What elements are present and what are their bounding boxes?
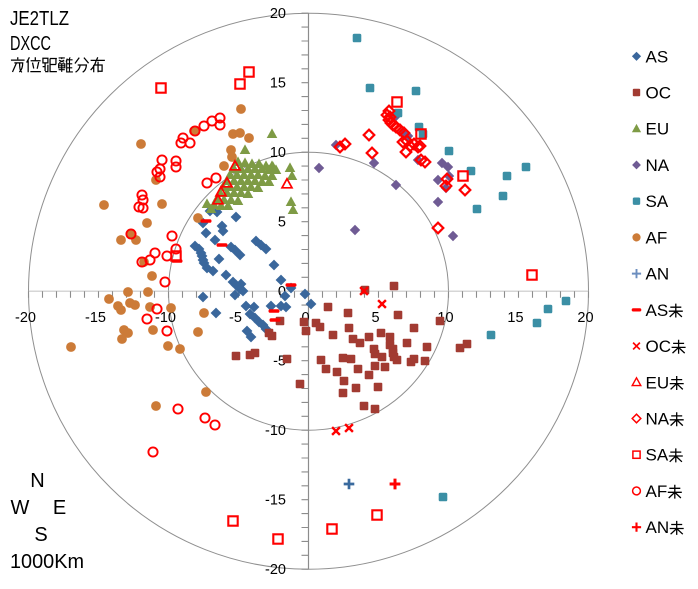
svg-text:SA: SA: [646, 446, 669, 465]
svg-text:15: 15: [507, 310, 523, 326]
svg-text:AN: AN: [646, 518, 670, 537]
svg-text:5: 5: [278, 215, 286, 231]
svg-text:AS: AS: [646, 47, 669, 66]
svg-text:OC: OC: [646, 84, 672, 103]
svg-text:OC: OC: [646, 337, 672, 356]
svg-text:S: S: [34, 524, 47, 546]
svg-text:-20: -20: [15, 310, 36, 326]
svg-text:-5: -5: [229, 310, 242, 326]
svg-text:-15: -15: [85, 310, 106, 326]
svg-text:N: N: [30, 470, 44, 492]
svg-text:AN: AN: [646, 265, 670, 284]
svg-text:AF: AF: [646, 228, 668, 247]
svg-text:E: E: [53, 497, 66, 519]
svg-text:20: 20: [577, 310, 593, 326]
svg-text:JE2TLZ: JE2TLZ: [10, 8, 69, 30]
svg-text:5: 5: [371, 310, 379, 326]
svg-text:20: 20: [270, 6, 286, 22]
svg-text:1000Km: 1000Km: [10, 551, 84, 573]
svg-text:EU: EU: [646, 373, 670, 392]
svg-text:EU: EU: [646, 120, 670, 139]
svg-text:AS: AS: [646, 301, 669, 320]
svg-text:-10: -10: [155, 310, 176, 326]
svg-text:15: 15: [270, 76, 286, 92]
svg-text:0: 0: [278, 284, 286, 300]
svg-text:SA: SA: [646, 192, 669, 211]
svg-text:-10: -10: [265, 423, 286, 439]
svg-text:AF: AF: [646, 482, 668, 501]
svg-text:NA: NA: [646, 156, 670, 175]
svg-text:10: 10: [270, 145, 286, 161]
svg-text:-15: -15: [265, 493, 286, 509]
svg-text:NA: NA: [646, 410, 670, 429]
svg-text:W: W: [11, 497, 30, 519]
svg-text:DXCC: DXCC: [10, 33, 51, 55]
svg-text:-20: -20: [265, 562, 286, 578]
